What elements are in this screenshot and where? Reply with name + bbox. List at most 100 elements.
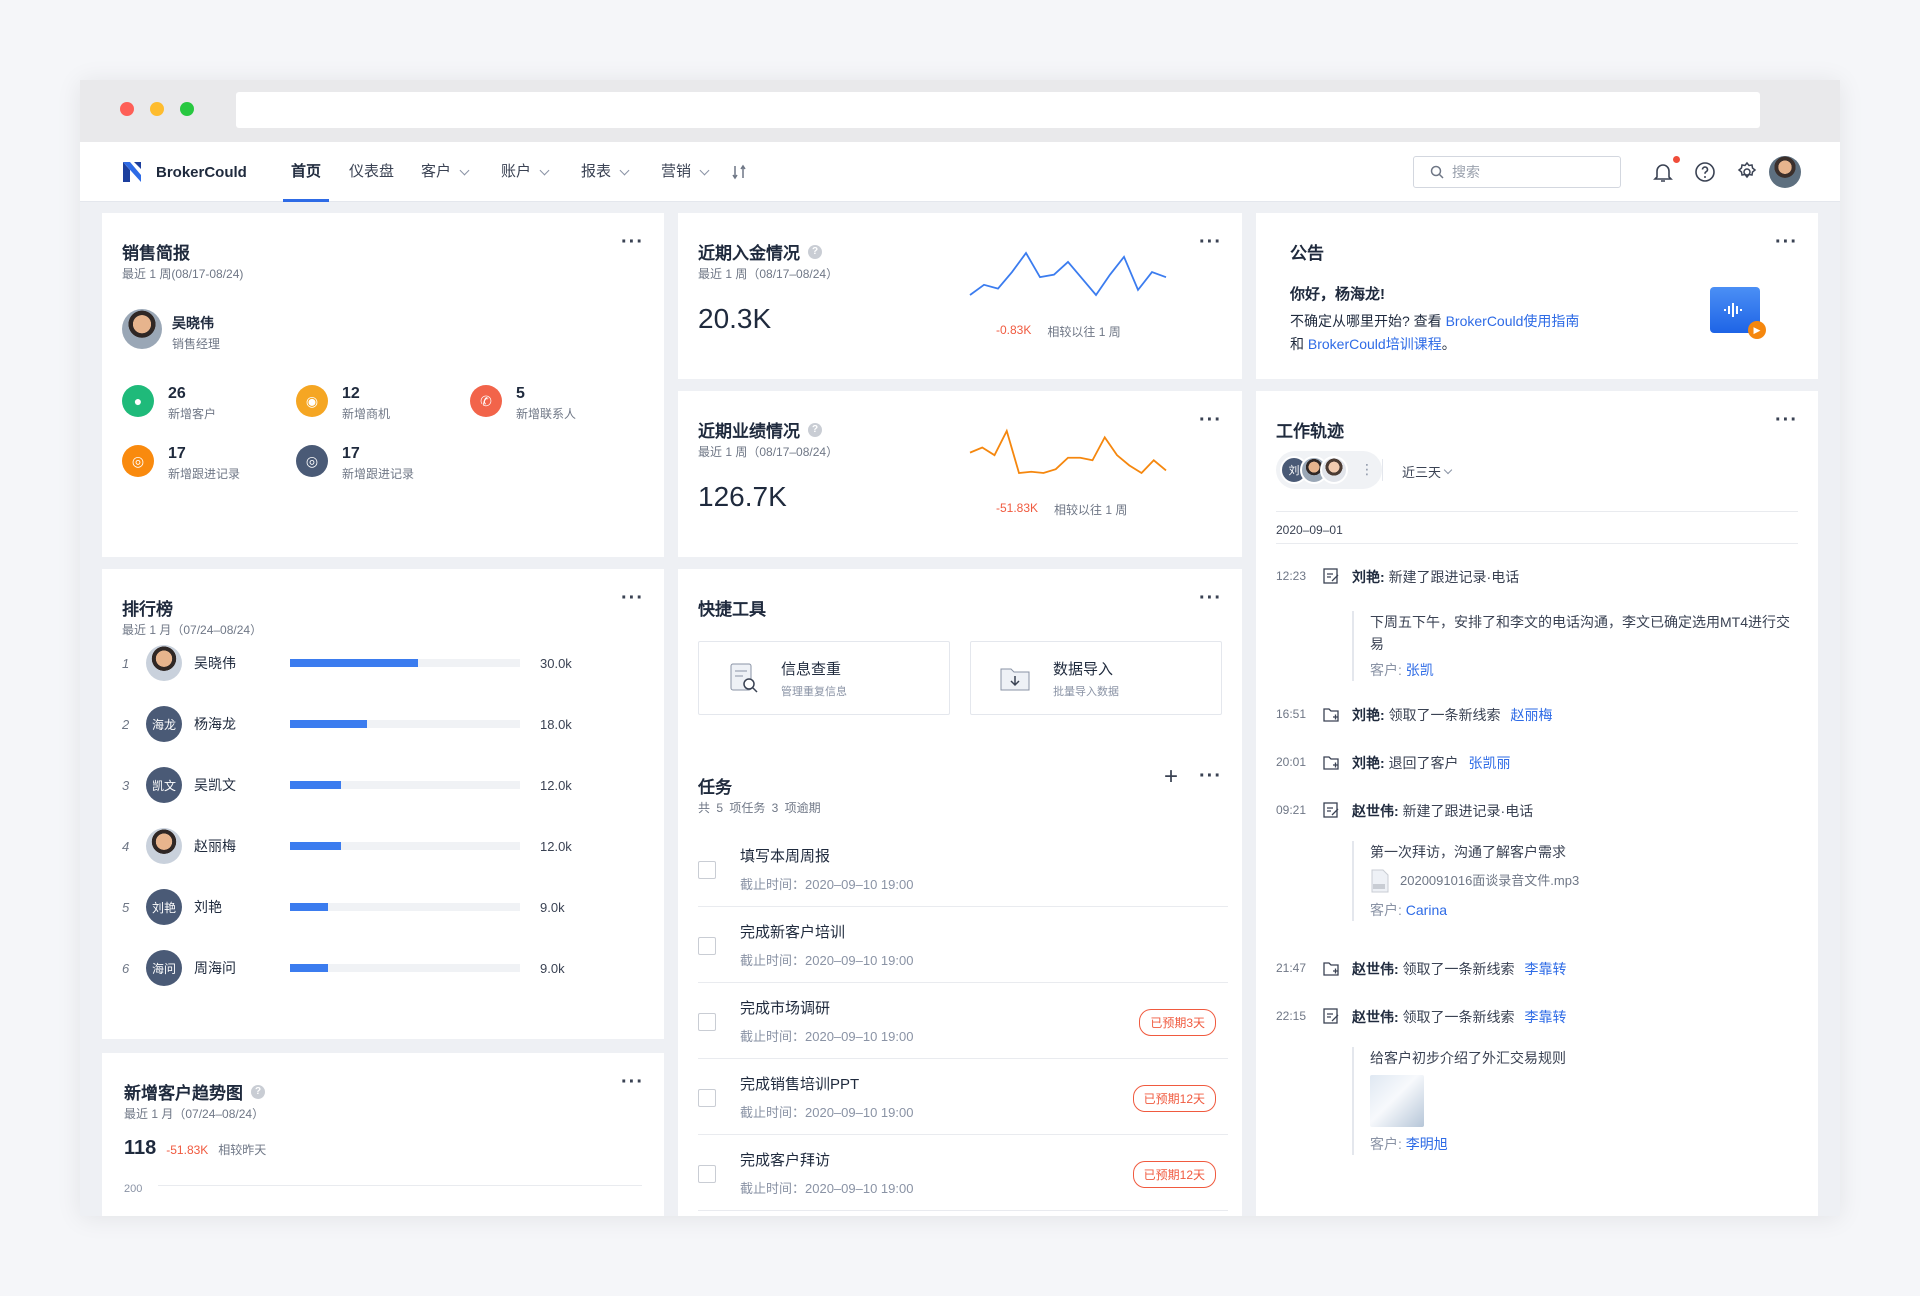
brand-logo[interactable]: BrokerCould xyxy=(120,160,247,184)
track-date: 2020–09–01 xyxy=(1276,523,1343,537)
range-select[interactable]: 近三天 xyxy=(1402,462,1453,481)
track-actor[interactable]: 刘艳: xyxy=(1352,755,1385,771)
nav-accounts[interactable]: 账户 xyxy=(501,142,550,202)
task-checkbox[interactable] xyxy=(698,937,716,955)
task-deadline: 截止时间：2020–09–10 19:00 xyxy=(740,1181,914,1196)
ranking-row[interactable]: 2 海龙 杨海龙 18.0k xyxy=(122,704,642,744)
track-link[interactable]: 张凯丽 xyxy=(1468,755,1511,771)
task-item[interactable]: 完成市场调研 截止时间：2020–09–10 19:00 已预期3天 xyxy=(698,983,1228,1059)
task-title: 填写本周周报 xyxy=(740,848,831,865)
customer-link[interactable]: Carina xyxy=(1405,902,1448,918)
track-event: 赵世伟: 新建了跟进记录·电话 xyxy=(1352,801,1533,821)
member-filter[interactable]: 刘 ⋮ xyxy=(1276,451,1382,489)
search-box[interactable] xyxy=(1413,156,1621,188)
customer-link[interactable]: 张凯 xyxy=(1405,662,1434,678)
more-options-icon[interactable]: ··· xyxy=(1199,231,1222,253)
track-actor[interactable]: 赵世伟: xyxy=(1352,803,1399,819)
search-input[interactable] xyxy=(1452,164,1602,180)
track-link[interactable]: 李靠转 xyxy=(1524,1009,1567,1025)
ranking-row[interactable]: 3 凯文 吴凯文 12.0k xyxy=(122,765,642,805)
stat-new-opportunities[interactable]: ◉ 12 新增商机 xyxy=(296,385,390,422)
rank-name: 杨海龙 xyxy=(194,716,236,732)
nav-home[interactable]: 首页 xyxy=(282,142,330,202)
customer-link[interactable]: 李明旭 xyxy=(1405,1136,1448,1152)
stat-new-customers[interactable]: ● 26 新增客户 xyxy=(122,385,216,422)
track-note: 第一次拜访，沟通了解客户需求 xyxy=(1370,844,1566,860)
gear-icon[interactable] xyxy=(1735,160,1759,184)
more-options-icon[interactable]: ··· xyxy=(1199,409,1222,431)
more-options-icon[interactable]: ··· xyxy=(1775,409,1798,431)
user-avatar[interactable] xyxy=(1769,156,1801,188)
help-icon[interactable] xyxy=(1693,160,1717,184)
data-import-tool[interactable]: 数据导入 批量导入数据 xyxy=(970,641,1222,715)
task-checkbox[interactable] xyxy=(698,1089,716,1107)
card-title: 快捷工具 xyxy=(698,600,766,619)
rank-bar-fill xyxy=(290,781,342,789)
more-options-icon[interactable]: ··· xyxy=(1775,231,1798,253)
avatar xyxy=(146,645,182,681)
track-actor[interactable]: 刘艳: xyxy=(1352,707,1385,723)
bell-icon[interactable] xyxy=(1651,160,1675,184)
nav-dashboard[interactable]: 仪表盘 xyxy=(349,142,394,202)
rank-value: 9.0k xyxy=(540,960,565,976)
stat-new-followups-2[interactable]: ◎ 17 新增跟进记录 xyxy=(296,445,414,482)
stat-new-contacts[interactable]: ✆ 5 新增联系人 xyxy=(470,385,576,422)
notice-text: 。 xyxy=(1441,336,1456,352)
task-item[interactable]: 完成销售培训PPT 截止时间：2020–09–10 19:00 已预期12天 xyxy=(698,1059,1228,1135)
ranking-row[interactable]: 6 海问 周海问 9.0k xyxy=(122,948,642,988)
track-detail: 第一次拜访，沟通了解客户需求 2020091016面谈录音文件.mp3 客户: … xyxy=(1352,841,1792,921)
task-checkbox[interactable] xyxy=(698,1013,716,1031)
address-bar[interactable] xyxy=(236,92,1760,128)
more-options-icon[interactable]: ··· xyxy=(621,587,644,609)
photo-thumbnail[interactable] xyxy=(1370,1075,1424,1127)
lower-layer: 快捷工具 ··· 信息查重 管理重复信息 数据导入 批量导入数据 任务 共 5 项任… xyxy=(80,80,1840,1216)
chevron-down-icon xyxy=(539,165,550,175)
help-icon[interactable]: ? xyxy=(251,1084,265,1099)
attachment[interactable]: 2020091016面谈录音文件.mp3 xyxy=(1370,869,1792,893)
brand-logo-icon xyxy=(123,162,141,182)
nav-reports[interactable]: 报表 xyxy=(581,142,630,202)
trend-compare: 相较昨天 xyxy=(218,1143,267,1157)
more-options-icon[interactable]: ··· xyxy=(621,231,644,253)
trend-delta: -51.83K xyxy=(166,1143,209,1157)
overdue-badge: 已预期3天 xyxy=(1139,1009,1216,1036)
more-options-icon[interactable]: ··· xyxy=(621,1071,644,1093)
task-item[interactable]: 完成新客户培训 截止时间：2020–09–10 19:00 xyxy=(698,907,1228,983)
rank-bar-fill xyxy=(290,659,418,667)
help-icon[interactable]: ? xyxy=(808,244,822,259)
guide-link[interactable]: BrokerCould使用指南 xyxy=(1445,313,1580,329)
more-options-icon[interactable]: ··· xyxy=(1199,587,1222,609)
overdue-badge: 已预期12天 xyxy=(1132,1085,1216,1112)
stat-new-followups[interactable]: ◎ 17 新增跟进记录 xyxy=(122,445,240,482)
track-action: 领取了一条新线索 xyxy=(1402,961,1515,977)
duplicate-check-tool[interactable]: 信息查重 管理重复信息 xyxy=(698,641,950,715)
ranking-row[interactable]: 1 吴晓伟 30.0k xyxy=(122,643,642,683)
maximize-window-dot[interactable] xyxy=(180,102,194,116)
more-members-icon[interactable]: ⋮ xyxy=(1360,461,1374,477)
nav-sort-toggle[interactable] xyxy=(731,142,747,202)
stat-value: 17 xyxy=(168,445,186,462)
track-actor[interactable]: 赵世伟: xyxy=(1352,1009,1399,1025)
track-link[interactable]: 李靠转 xyxy=(1524,961,1567,977)
minimize-window-dot[interactable] xyxy=(150,102,164,116)
add-task-button[interactable]: + xyxy=(1163,763,1178,790)
course-link[interactable]: BrokerCould培训课程 xyxy=(1307,336,1442,352)
close-window-dot[interactable] xyxy=(120,102,134,116)
nav-customers-label: 客户 xyxy=(421,163,452,180)
task-item[interactable]: 填写本周周报 截止时间：2020–09–10 19:00 xyxy=(698,831,1228,907)
rank-bar xyxy=(290,659,520,667)
help-icon[interactable]: ? xyxy=(808,422,822,437)
range-value: 近三天 xyxy=(1402,465,1442,480)
ranking-row[interactable]: 4 赵丽梅 12.0k xyxy=(122,826,642,866)
stat-value: 12 xyxy=(342,385,360,402)
task-item[interactable]: 完成客户拜访 截止时间：2020–09–10 19:00 已预期12天 xyxy=(698,1135,1228,1211)
nav-customers[interactable]: 客户 xyxy=(421,142,470,202)
nav-marketing[interactable]: 营销 xyxy=(661,142,710,202)
task-checkbox[interactable] xyxy=(698,861,716,879)
track-actor[interactable]: 刘艳: xyxy=(1352,569,1385,585)
more-options-icon[interactable]: ··· xyxy=(1199,765,1222,787)
track-link[interactable]: 赵丽梅 xyxy=(1510,707,1553,723)
track-actor[interactable]: 赵世伟: xyxy=(1352,961,1399,977)
ranking-row[interactable]: 5 刘艳 刘艳 9.0k xyxy=(122,887,642,927)
task-checkbox[interactable] xyxy=(698,1165,716,1183)
